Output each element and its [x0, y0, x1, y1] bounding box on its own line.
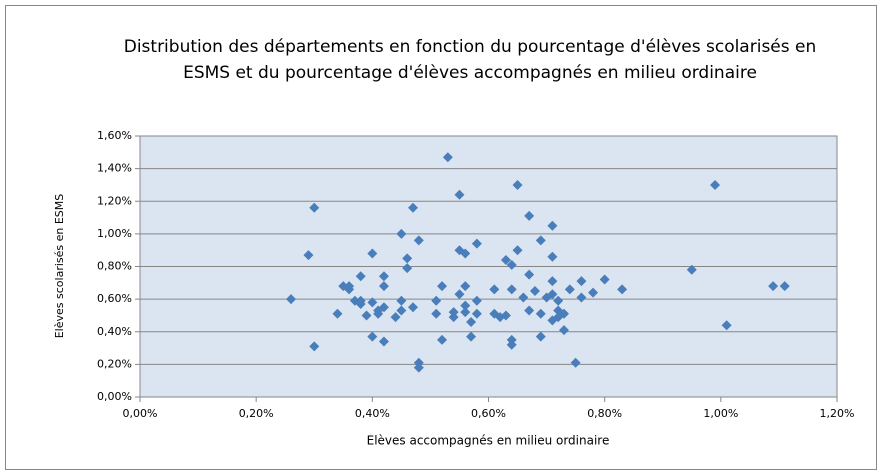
point: [588, 287, 599, 298]
y-tick-label: 0,00%: [97, 390, 132, 403]
x-tick-label: 0,40%: [355, 407, 390, 420]
point: [547, 276, 558, 287]
point: [471, 308, 482, 319]
x-tick-label: 1,20%: [820, 407, 855, 420]
point: [570, 357, 581, 368]
point: [489, 284, 500, 295]
point: [617, 284, 628, 295]
point: [721, 320, 732, 331]
point: [547, 289, 558, 300]
x-tick-label: 0,00%: [123, 407, 158, 420]
point: [471, 295, 482, 306]
point: [512, 245, 523, 256]
point: [332, 308, 343, 319]
x-tick-label: 1,00%: [703, 407, 738, 420]
y-tick-label: 0,40%: [97, 325, 132, 338]
point: [437, 334, 448, 345]
point: [576, 276, 587, 287]
point: [512, 179, 523, 190]
point: [500, 254, 511, 265]
point: [448, 307, 459, 318]
point: [378, 336, 389, 347]
point: [524, 269, 535, 280]
point: [779, 281, 790, 292]
point: [524, 210, 535, 221]
y-tick-label: 0,80%: [97, 260, 132, 273]
point: [396, 295, 407, 306]
point: [407, 302, 418, 313]
point: [547, 251, 558, 262]
point: [355, 271, 366, 282]
point: [686, 264, 697, 275]
point: [559, 325, 570, 336]
point: [564, 284, 575, 295]
point: [768, 281, 779, 292]
point: [442, 152, 453, 163]
point: [524, 305, 535, 316]
point: [378, 302, 389, 313]
point: [437, 281, 448, 292]
point: [460, 307, 471, 318]
y-tick-label: 0,60%: [97, 292, 132, 305]
point: [500, 310, 511, 321]
point: [547, 220, 558, 231]
point: [407, 202, 418, 213]
x-axis-label: Elèves accompagnés en milieu ordinaire: [367, 434, 610, 448]
point: [402, 263, 413, 274]
point: [390, 312, 401, 323]
point: [413, 362, 424, 373]
point: [553, 295, 564, 306]
point: [303, 250, 314, 261]
point: [471, 238, 482, 249]
point: [460, 248, 471, 259]
point: [309, 202, 320, 213]
point: [506, 284, 517, 295]
y-tick-label: 1,20%: [97, 194, 132, 207]
point: [529, 285, 540, 296]
point: [454, 189, 465, 200]
y-tick-label: 1,00%: [97, 227, 132, 240]
point: [466, 331, 477, 342]
point: [378, 271, 389, 282]
point: [506, 339, 517, 350]
point: [344, 284, 355, 295]
point: [518, 292, 529, 303]
x-tick-label: 0,60%: [471, 407, 506, 420]
point: [460, 281, 471, 292]
point: [286, 294, 297, 305]
y-tick-label: 0,20%: [97, 357, 132, 370]
point: [431, 295, 442, 306]
point: [710, 179, 721, 190]
point: [535, 235, 546, 246]
x-tick-label: 0,20%: [239, 407, 274, 420]
point: [396, 305, 407, 316]
point: [599, 274, 610, 285]
point: [378, 281, 389, 292]
point: [361, 310, 372, 321]
point: [367, 331, 378, 342]
point: [396, 228, 407, 239]
y-tick-label: 1,40%: [97, 162, 132, 175]
point: [454, 289, 465, 300]
y-axis-label: Elèves scolarisés en ESMS: [53, 194, 66, 339]
y-tick-label: 1,60%: [97, 129, 132, 142]
point: [367, 248, 378, 259]
point: [367, 297, 378, 308]
point: [559, 308, 570, 319]
x-tick-label: 0,80%: [587, 407, 622, 420]
point: [535, 308, 546, 319]
point: [506, 259, 517, 270]
chart-title: Distribution des départements en fonctio…: [123, 37, 817, 83]
point: [355, 295, 366, 306]
point: [576, 292, 587, 303]
point: [535, 331, 546, 342]
point: [466, 316, 477, 327]
point: [460, 300, 471, 311]
point: [431, 308, 442, 319]
point: [402, 253, 413, 264]
point: [413, 235, 424, 246]
point: [309, 341, 320, 352]
